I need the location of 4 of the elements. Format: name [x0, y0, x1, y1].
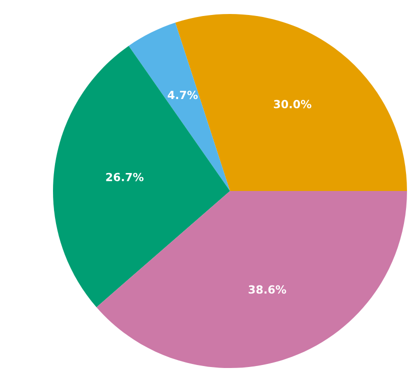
data-label: 30.0%: [274, 100, 312, 108]
data-label: 38.6%: [248, 285, 286, 294]
data-label: 26.7%: [106, 172, 144, 182]
data-label: 4.7%: [168, 90, 198, 100]
